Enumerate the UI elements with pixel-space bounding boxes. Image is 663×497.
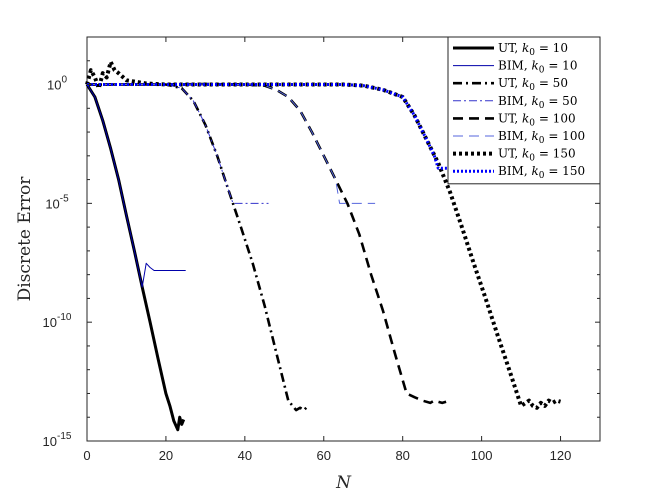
x-tick-label: 20: [159, 448, 173, 463]
y-tick-exponent: -5: [60, 193, 69, 204]
legend-suffix: = 10: [545, 59, 578, 73]
x-tick-label: 120: [550, 448, 572, 463]
x-tick-label: 0: [83, 448, 90, 463]
x-axis-ticks: 0 20 40 60 80 100 120: [83, 37, 571, 463]
y-tick-base: 10: [47, 78, 61, 93]
legend-var: k: [531, 164, 538, 178]
legend-sub: 0: [539, 136, 545, 146]
legend-var: k: [522, 147, 529, 161]
series-layer: [85, 59, 562, 432]
legend-prefix: UT,: [498, 147, 522, 161]
legend-entry: BIM, k0 = 150: [498, 164, 585, 181]
legend-prefix: BIM,: [498, 59, 531, 73]
x-tick-label: 80: [395, 448, 409, 463]
y-tick-label: 10-5: [45, 193, 69, 211]
series-line-2: [86, 84, 186, 288]
x-tick-label: 100: [471, 448, 493, 463]
y-tick-label: 10-15: [43, 431, 72, 449]
legend-var: k: [531, 94, 538, 108]
legend-sub: 0: [529, 83, 535, 93]
legend-prefix: UT,: [498, 76, 522, 90]
x-tick-label: 60: [317, 448, 331, 463]
legend-entry: BIM, k0 = 100: [498, 129, 585, 146]
legend-box: [447, 36, 601, 185]
legend-var: k: [531, 59, 538, 73]
legend-entry: UT, k0 = 50: [498, 76, 568, 93]
legend-sub: 0: [539, 66, 545, 76]
legend-var: k: [522, 111, 529, 125]
legend-prefix: UT,: [498, 41, 522, 55]
legend-prefix: BIM,: [498, 94, 531, 108]
legend-sub: 0: [539, 101, 545, 111]
y-tick-label: 100: [47, 75, 67, 93]
x-axis-label: N: [335, 473, 352, 493]
y-tick-label: 10-10: [43, 312, 72, 330]
legend-entry: UT, k0 = 10: [498, 41, 568, 58]
legend-entry: UT, k0 = 150: [498, 147, 576, 164]
y-tick-exponent: 0: [61, 75, 67, 86]
y-tick-base: 10: [45, 196, 59, 211]
legend-suffix: = 100: [535, 111, 576, 125]
legend-sub: 0: [529, 118, 535, 128]
x-tick-label: 40: [238, 448, 252, 463]
legend-sub: 0: [539, 171, 545, 181]
y-axis-label: Discrete Error: [15, 176, 35, 302]
legend-suffix: = 10: [535, 41, 568, 55]
legend-suffix: = 150: [545, 164, 586, 178]
legend-suffix: = 150: [535, 147, 576, 161]
legend-sub: 0: [529, 48, 535, 58]
legend-sub: 0: [529, 154, 535, 164]
legend-prefix: UT,: [498, 111, 522, 125]
legend-suffix: = 100: [545, 129, 586, 143]
legend-var: k: [522, 41, 529, 55]
y-tick-exponent: -10: [57, 312, 72, 323]
legend-prefix: BIM,: [498, 129, 531, 143]
legend-suffix: = 50: [545, 94, 578, 108]
y-tick-exponent: -15: [57, 431, 72, 442]
legend-var: k: [531, 129, 538, 143]
legend-entry: UT, k0 = 100: [498, 111, 576, 128]
legend-prefix: BIM,: [498, 164, 531, 178]
legend-entry: BIM, k0 = 10: [498, 59, 577, 76]
legend-entry: BIM, k0 = 50: [498, 94, 577, 111]
y-tick-base: 10: [43, 434, 57, 449]
legend-suffix: = 50: [535, 76, 568, 90]
series-line-8: [87, 83, 490, 170]
legend-var: k: [522, 76, 529, 90]
y-tick-base: 10: [43, 315, 57, 330]
